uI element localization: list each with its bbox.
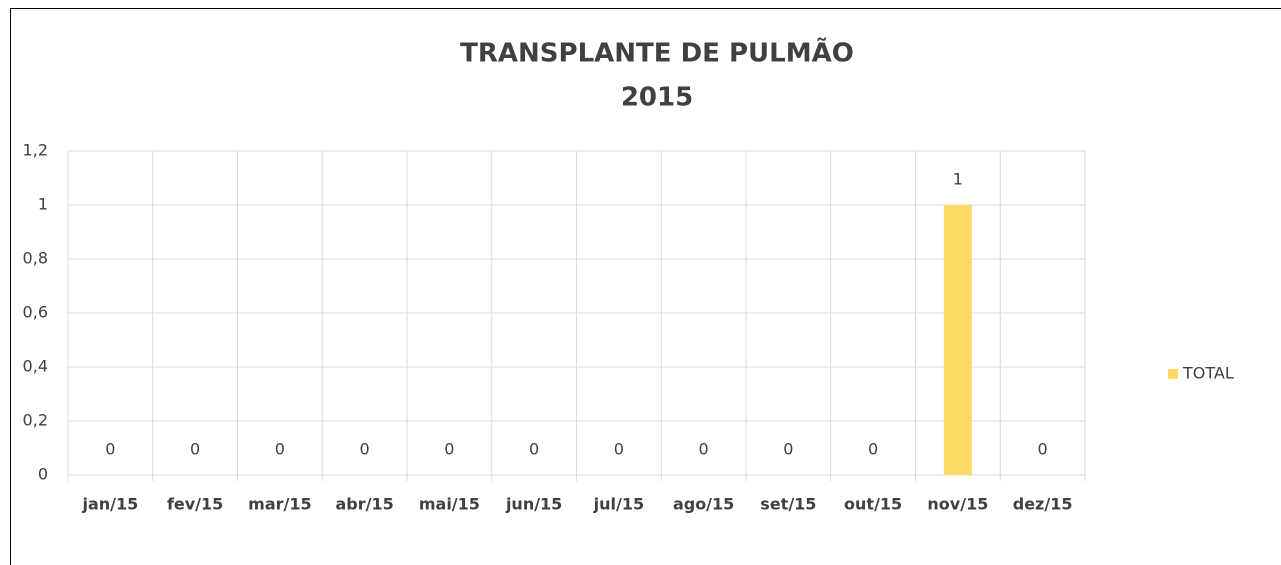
frame bbox=[10, 8, 1281, 565]
x-tick-label: mai/15 bbox=[419, 495, 480, 514]
data-label: 0 bbox=[1038, 440, 1048, 459]
legend-swatch bbox=[1168, 369, 1178, 379]
data-label: 0 bbox=[699, 440, 709, 459]
x-tick-label: jan/15 bbox=[81, 495, 138, 514]
data-label: 0 bbox=[614, 440, 624, 459]
data-label: 1 bbox=[953, 170, 963, 189]
x-tick-label: nov/15 bbox=[927, 495, 988, 514]
x-tick-label: set/15 bbox=[760, 495, 816, 514]
x-tick-label: abr/15 bbox=[336, 495, 394, 514]
x-tick-label: mar/15 bbox=[248, 495, 311, 514]
x-tick-label: out/15 bbox=[844, 495, 902, 514]
data-label: 0 bbox=[275, 440, 285, 459]
data-label: 0 bbox=[529, 440, 539, 459]
y-tick-label: 0,2 bbox=[23, 411, 48, 430]
y-tick-label: 0,8 bbox=[23, 249, 48, 268]
data-label: 0 bbox=[105, 440, 115, 459]
bar bbox=[943, 205, 972, 475]
x-tick-label: ago/15 bbox=[673, 495, 734, 514]
y-tick-label: 0,4 bbox=[23, 357, 48, 376]
x-tick-label: dez/15 bbox=[1013, 495, 1073, 514]
x-tick-label: jul/15 bbox=[593, 495, 644, 514]
data-label: 0 bbox=[190, 440, 200, 459]
chart-subtitle: 2015 bbox=[621, 83, 693, 113]
data-label: 0 bbox=[868, 440, 878, 459]
x-tick-label: jun/15 bbox=[505, 495, 562, 514]
y-tick-label: 1,2 bbox=[23, 141, 48, 160]
data-label: 0 bbox=[360, 440, 370, 459]
y-tick-label: 1 bbox=[38, 195, 48, 214]
chart-title: TRANSPLANTE DE PULMÃO bbox=[460, 37, 854, 69]
legend-label: TOTAL bbox=[1182, 364, 1234, 383]
data-label: 0 bbox=[783, 440, 793, 459]
y-tick-label: 0,6 bbox=[23, 303, 48, 322]
y-tick-label: 0 bbox=[38, 465, 48, 484]
x-tick-label: fev/15 bbox=[167, 495, 223, 514]
data-label: 0 bbox=[444, 440, 454, 459]
